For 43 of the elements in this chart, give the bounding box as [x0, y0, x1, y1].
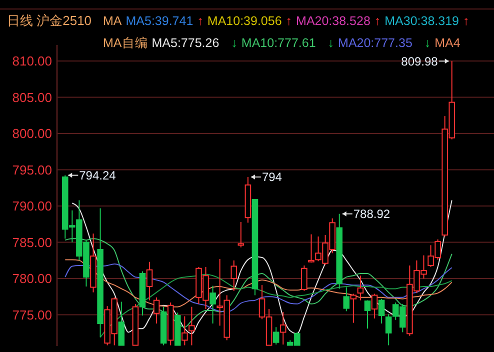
candlestick	[308, 234, 314, 264]
text: MA5:775.26 ↓	[152, 36, 238, 50]
text: MA5:39.741 ↑	[126, 14, 204, 28]
y-tick-label: 780.00	[12, 271, 52, 286]
candlestick	[378, 298, 385, 324]
annotation: 809.98	[401, 54, 438, 68]
candlestick	[210, 285, 216, 324]
legend-title: MA自编	[103, 36, 148, 50]
y-tick-label: 795.00	[12, 162, 52, 178]
candlestick	[364, 300, 371, 330]
y-tick-label: 785.00	[12, 234, 52, 250]
candlestick	[238, 221, 244, 248]
line-series	[72, 200, 452, 334]
line-series	[64, 238, 452, 328]
candlestick	[280, 311, 286, 346]
y-tick-label: 805.00	[12, 90, 52, 105]
candlestick	[371, 293, 378, 319]
candlestick	[188, 306, 195, 346]
candlestick	[350, 293, 357, 324]
annotation: 788.92	[353, 207, 390, 222]
y-tick-label: 790.00	[12, 198, 52, 214]
candlestick	[182, 316, 188, 346]
candlestick	[146, 261, 153, 301]
y-tick-label: 800.00	[12, 126, 52, 142]
candlestick	[272, 326, 280, 346]
text: MA	[103, 14, 122, 28]
candlestick	[118, 301, 125, 346]
y-tick-label: 775.00	[12, 307, 52, 322]
text: MA4	[434, 36, 460, 50]
candlestick	[153, 296, 160, 324]
candlestick	[343, 286, 350, 312]
text: MA10:777.61 ↓	[241, 36, 334, 50]
chart-title: 日线 沪金2510	[7, 13, 92, 28]
annotation: 794.24	[79, 168, 116, 182]
candlestick	[357, 275, 364, 301]
candlestick	[301, 264, 308, 292]
annotation: 794	[262, 170, 282, 184]
text: MA20:38.528 ↑	[296, 14, 381, 28]
text: MA10:39.056 ↑	[207, 14, 292, 28]
candlestick	[230, 260, 238, 292]
y-tick-label: 810.00	[12, 54, 52, 69]
text: MA20:777.35 ↓	[338, 36, 431, 50]
text: MA30:38.319 ↑	[384, 14, 470, 28]
